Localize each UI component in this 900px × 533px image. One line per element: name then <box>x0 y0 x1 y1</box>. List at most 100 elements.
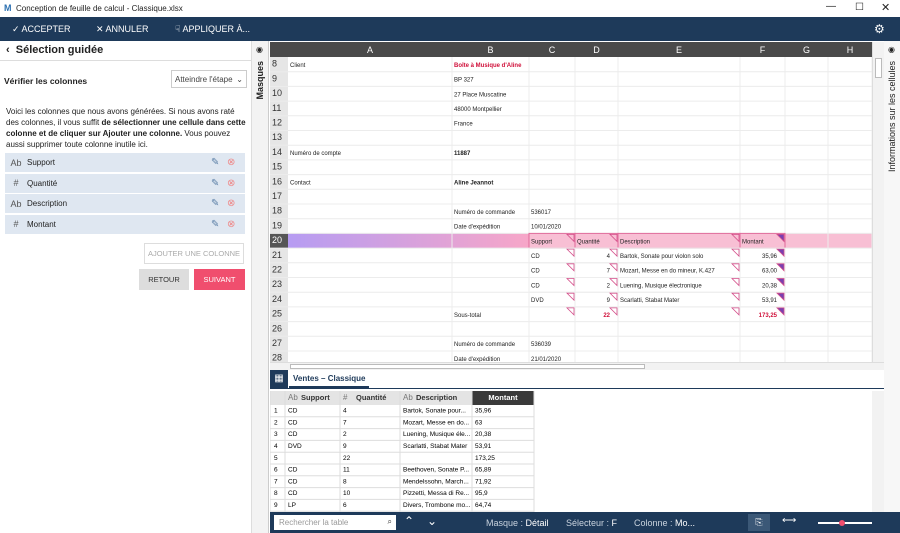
cell-info-tab[interactable]: ◉ Informations sur les cellules <box>884 41 900 533</box>
row-number: 13 <box>272 132 282 142</box>
maximize[interactable]: ☐ <box>855 2 864 13</box>
table-scrollbar <box>872 391 884 512</box>
cancel-button[interactable]: ✕ ANNULER <box>96 24 149 34</box>
column-item: Ab Support ✎ ⊗ <box>5 153 245 172</box>
sheet-tab[interactable]: Ventes – Classique <box>289 370 370 388</box>
settings-icon[interactable]: ⚙ <box>874 22 885 36</box>
table-cell: 22 <box>343 455 351 462</box>
title-bar: M Conception de feuille de calcul - Clas… <box>0 0 900 17</box>
cell-marker <box>566 307 575 316</box>
fit-width[interactable]: ⟷ <box>782 515 797 526</box>
cell-marker <box>609 263 618 272</box>
row-number: 28 <box>272 353 282 362</box>
cell: 10/01/2020 <box>531 225 562 231</box>
next-button-status[interactable]: ⌄ <box>427 514 438 528</box>
table-cell: 71,92 <box>475 478 492 485</box>
cell: Numéro de compte <box>290 151 342 157</box>
cell: Date d'expédition <box>454 357 500 362</box>
row-number: 23 <box>272 279 282 289</box>
cell: 536039 <box>531 342 552 348</box>
intro-1: Voici les colonnes que nous avons généré… <box>6 107 235 127</box>
zoom-thumb[interactable] <box>839 520 845 526</box>
view-toggle[interactable]: ⎘ <box>748 514 770 531</box>
column-header: C <box>549 45 556 55</box>
step-select[interactable]: Atteindre l'étape ⌄ <box>171 70 247 88</box>
header-name: Description <box>416 393 458 402</box>
search-box[interactable]: Rechercher la table ⌕ <box>274 515 396 530</box>
selected-row-header <box>270 233 288 249</box>
header-name: Support <box>301 393 330 402</box>
cell: CD <box>531 269 540 275</box>
scroll-thumb[interactable] <box>875 58 882 78</box>
intro-3: Vous pouvez aussi supprimer toute colonn… <box>6 129 231 149</box>
cell-marker <box>776 278 785 287</box>
row-number: 27 <box>272 338 282 348</box>
table-cell: CD <box>288 408 298 415</box>
column-header: H <box>847 45 854 55</box>
table-cell: 9 <box>343 443 347 450</box>
panel-header: ‹ Sélection guidée <box>6 44 104 56</box>
header-type: Ab <box>288 393 298 402</box>
remove-icon: ⊗ <box>227 218 236 230</box>
cell: 4 <box>607 254 611 260</box>
cell: Scarlatti, Stabat Mater <box>620 298 679 304</box>
zoom-slider[interactable] <box>818 522 872 524</box>
edit-icon: ✎ <box>211 198 220 209</box>
table-cell: 35,96 <box>475 408 492 415</box>
minimize[interactable]: — <box>826 1 836 12</box>
cell-marker <box>776 234 785 243</box>
cell-border <box>739 306 786 323</box>
divider <box>0 60 252 61</box>
tab-bar: ▦ Ventes – Classique <box>270 370 884 389</box>
table-row-number: 7 <box>274 478 278 485</box>
cell: Description <box>620 239 650 245</box>
table-cell: Luening, Musique éle... <box>403 431 470 438</box>
table-cell: 11 <box>343 467 350 474</box>
cell-marker <box>776 263 785 272</box>
cell: 27 Place Muscatine <box>454 92 507 98</box>
h-scrollbar[interactable] <box>270 362 884 370</box>
table-cell: CD <box>288 419 298 426</box>
cell: Sous-total <box>454 313 481 319</box>
table-cell: CD <box>288 478 298 485</box>
cell: 2 <box>607 283 611 289</box>
table-cell: 173,25 <box>475 455 495 462</box>
back-button[interactable]: RETOUR <box>139 269 189 290</box>
cell: France <box>454 122 473 128</box>
column-header-bg <box>270 42 872 57</box>
window-title: Conception de feuille de calcul - Classi… <box>16 4 183 13</box>
app-icon: M <box>4 3 12 13</box>
header-name: Montant <box>488 393 518 402</box>
cell: DVD <box>531 298 544 304</box>
apply-label: APPLIQUER À... <box>182 24 251 34</box>
table-cell: 8 <box>343 478 347 485</box>
header-type: Ab <box>403 393 413 402</box>
table-row-number: 6 <box>274 467 278 474</box>
next-button[interactable]: SUIVANT <box>194 269 245 290</box>
apply-button[interactable]: ☟ APPLIQUER À... <box>175 24 251 34</box>
table-cell: 2 <box>343 431 347 438</box>
row-number: 19 <box>272 220 282 230</box>
table-icon[interactable]: ▦ <box>270 370 288 388</box>
table-cell: CD <box>288 431 298 438</box>
close[interactable]: ✕ <box>881 2 891 14</box>
table-row-number: 4 <box>274 443 278 450</box>
header-name: Quantité <box>356 393 386 402</box>
v-scrollbar[interactable] <box>872 42 884 362</box>
accept-button[interactable]: ✓ ACCEPTER <box>12 24 71 34</box>
column-type: Ab <box>10 198 22 209</box>
selected-row-gradient <box>288 233 529 249</box>
prev-button[interactable]: ⌃ <box>404 514 415 528</box>
cell: Mozart, Messe en do mineur, K.427 <box>620 269 715 275</box>
edit-icon: ✎ <box>211 177 220 189</box>
cell: 9 <box>607 298 611 304</box>
status-bar: Rechercher la table ⌕ ⌃ ⌄ Masque : Détail… <box>270 512 900 533</box>
masks-tab[interactable]: ◉ Masques <box>252 41 269 533</box>
row-number: 14 <box>272 147 282 157</box>
h-scroll-thumb[interactable] <box>290 364 645 369</box>
add-column-button[interactable]: AJOUTER UNE COLONNE <box>144 243 244 264</box>
table-cell: 6 <box>343 502 347 509</box>
search-placeholder: Rechercher la table <box>279 518 349 527</box>
cell: 21/01/2020 <box>531 357 562 362</box>
table-cell: 64,74 <box>475 502 492 509</box>
